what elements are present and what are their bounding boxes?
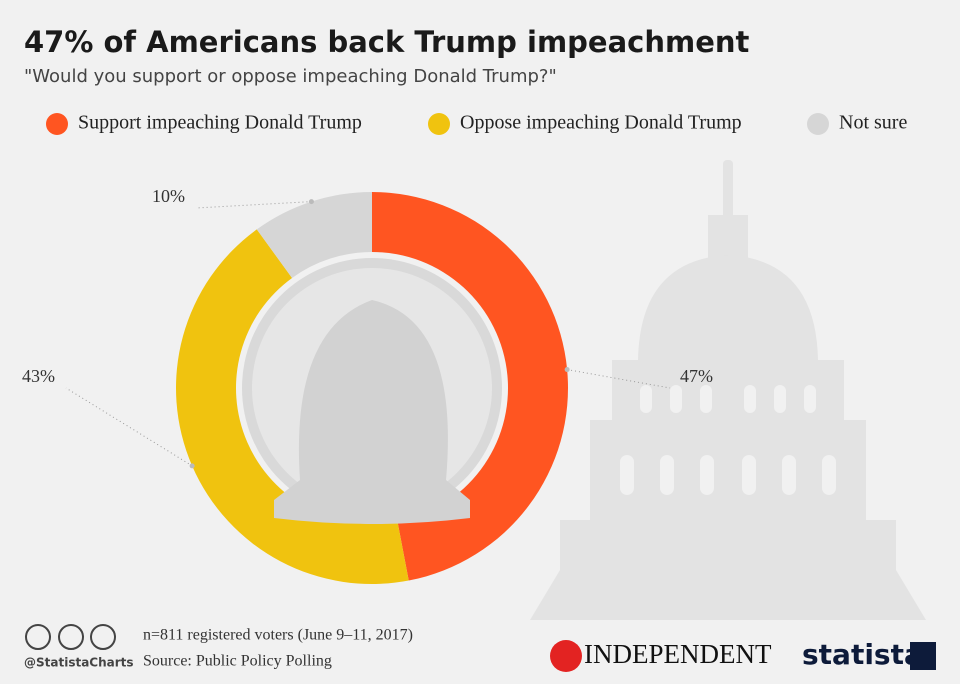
brand-icon — [910, 642, 936, 670]
portrait-silhouette — [274, 300, 470, 524]
data-label: 10% — [152, 186, 185, 206]
donut-segment — [176, 229, 409, 584]
note: n=811 registered voters (June 9–11, 2017… — [143, 627, 413, 644]
data-label: 47% — [680, 366, 713, 386]
leader-line — [195, 201, 312, 209]
legend-swatch — [428, 113, 450, 135]
capitol-windows — [620, 385, 836, 495]
legend-swatch — [807, 113, 829, 135]
donut-segment — [372, 192, 568, 581]
leader-dot — [564, 367, 570, 373]
legend-swatch — [46, 113, 68, 135]
leader-dot — [308, 199, 314, 205]
nd-icon — [90, 624, 116, 650]
source: Source: Public Policy Polling — [143, 653, 332, 670]
leader-line — [65, 387, 193, 467]
chart-title: 47% of Americans back Trump impeachment — [24, 25, 750, 59]
partner-logo-mark — [550, 640, 582, 672]
partner: INDEPENDENT — [584, 639, 772, 669]
brand: statista — [802, 638, 923, 671]
leader-dot — [189, 463, 195, 469]
donut-segment — [256, 192, 372, 278]
legend-label: Support impeaching Donald Trump — [78, 112, 362, 134]
data-label: 43% — [22, 366, 55, 386]
footer: @StatistaCharts n=811 registered voters … — [24, 624, 936, 672]
legend-label: Oppose impeaching Donald Trump — [460, 112, 742, 134]
chart-subtitle: "Would you support or oppose impeaching … — [24, 66, 557, 87]
leader-line — [567, 369, 671, 389]
by-icon — [58, 624, 84, 650]
handle: @StatistaCharts — [24, 656, 134, 670]
cc-icon — [25, 624, 51, 650]
legend-label: Not sure — [839, 112, 907, 134]
